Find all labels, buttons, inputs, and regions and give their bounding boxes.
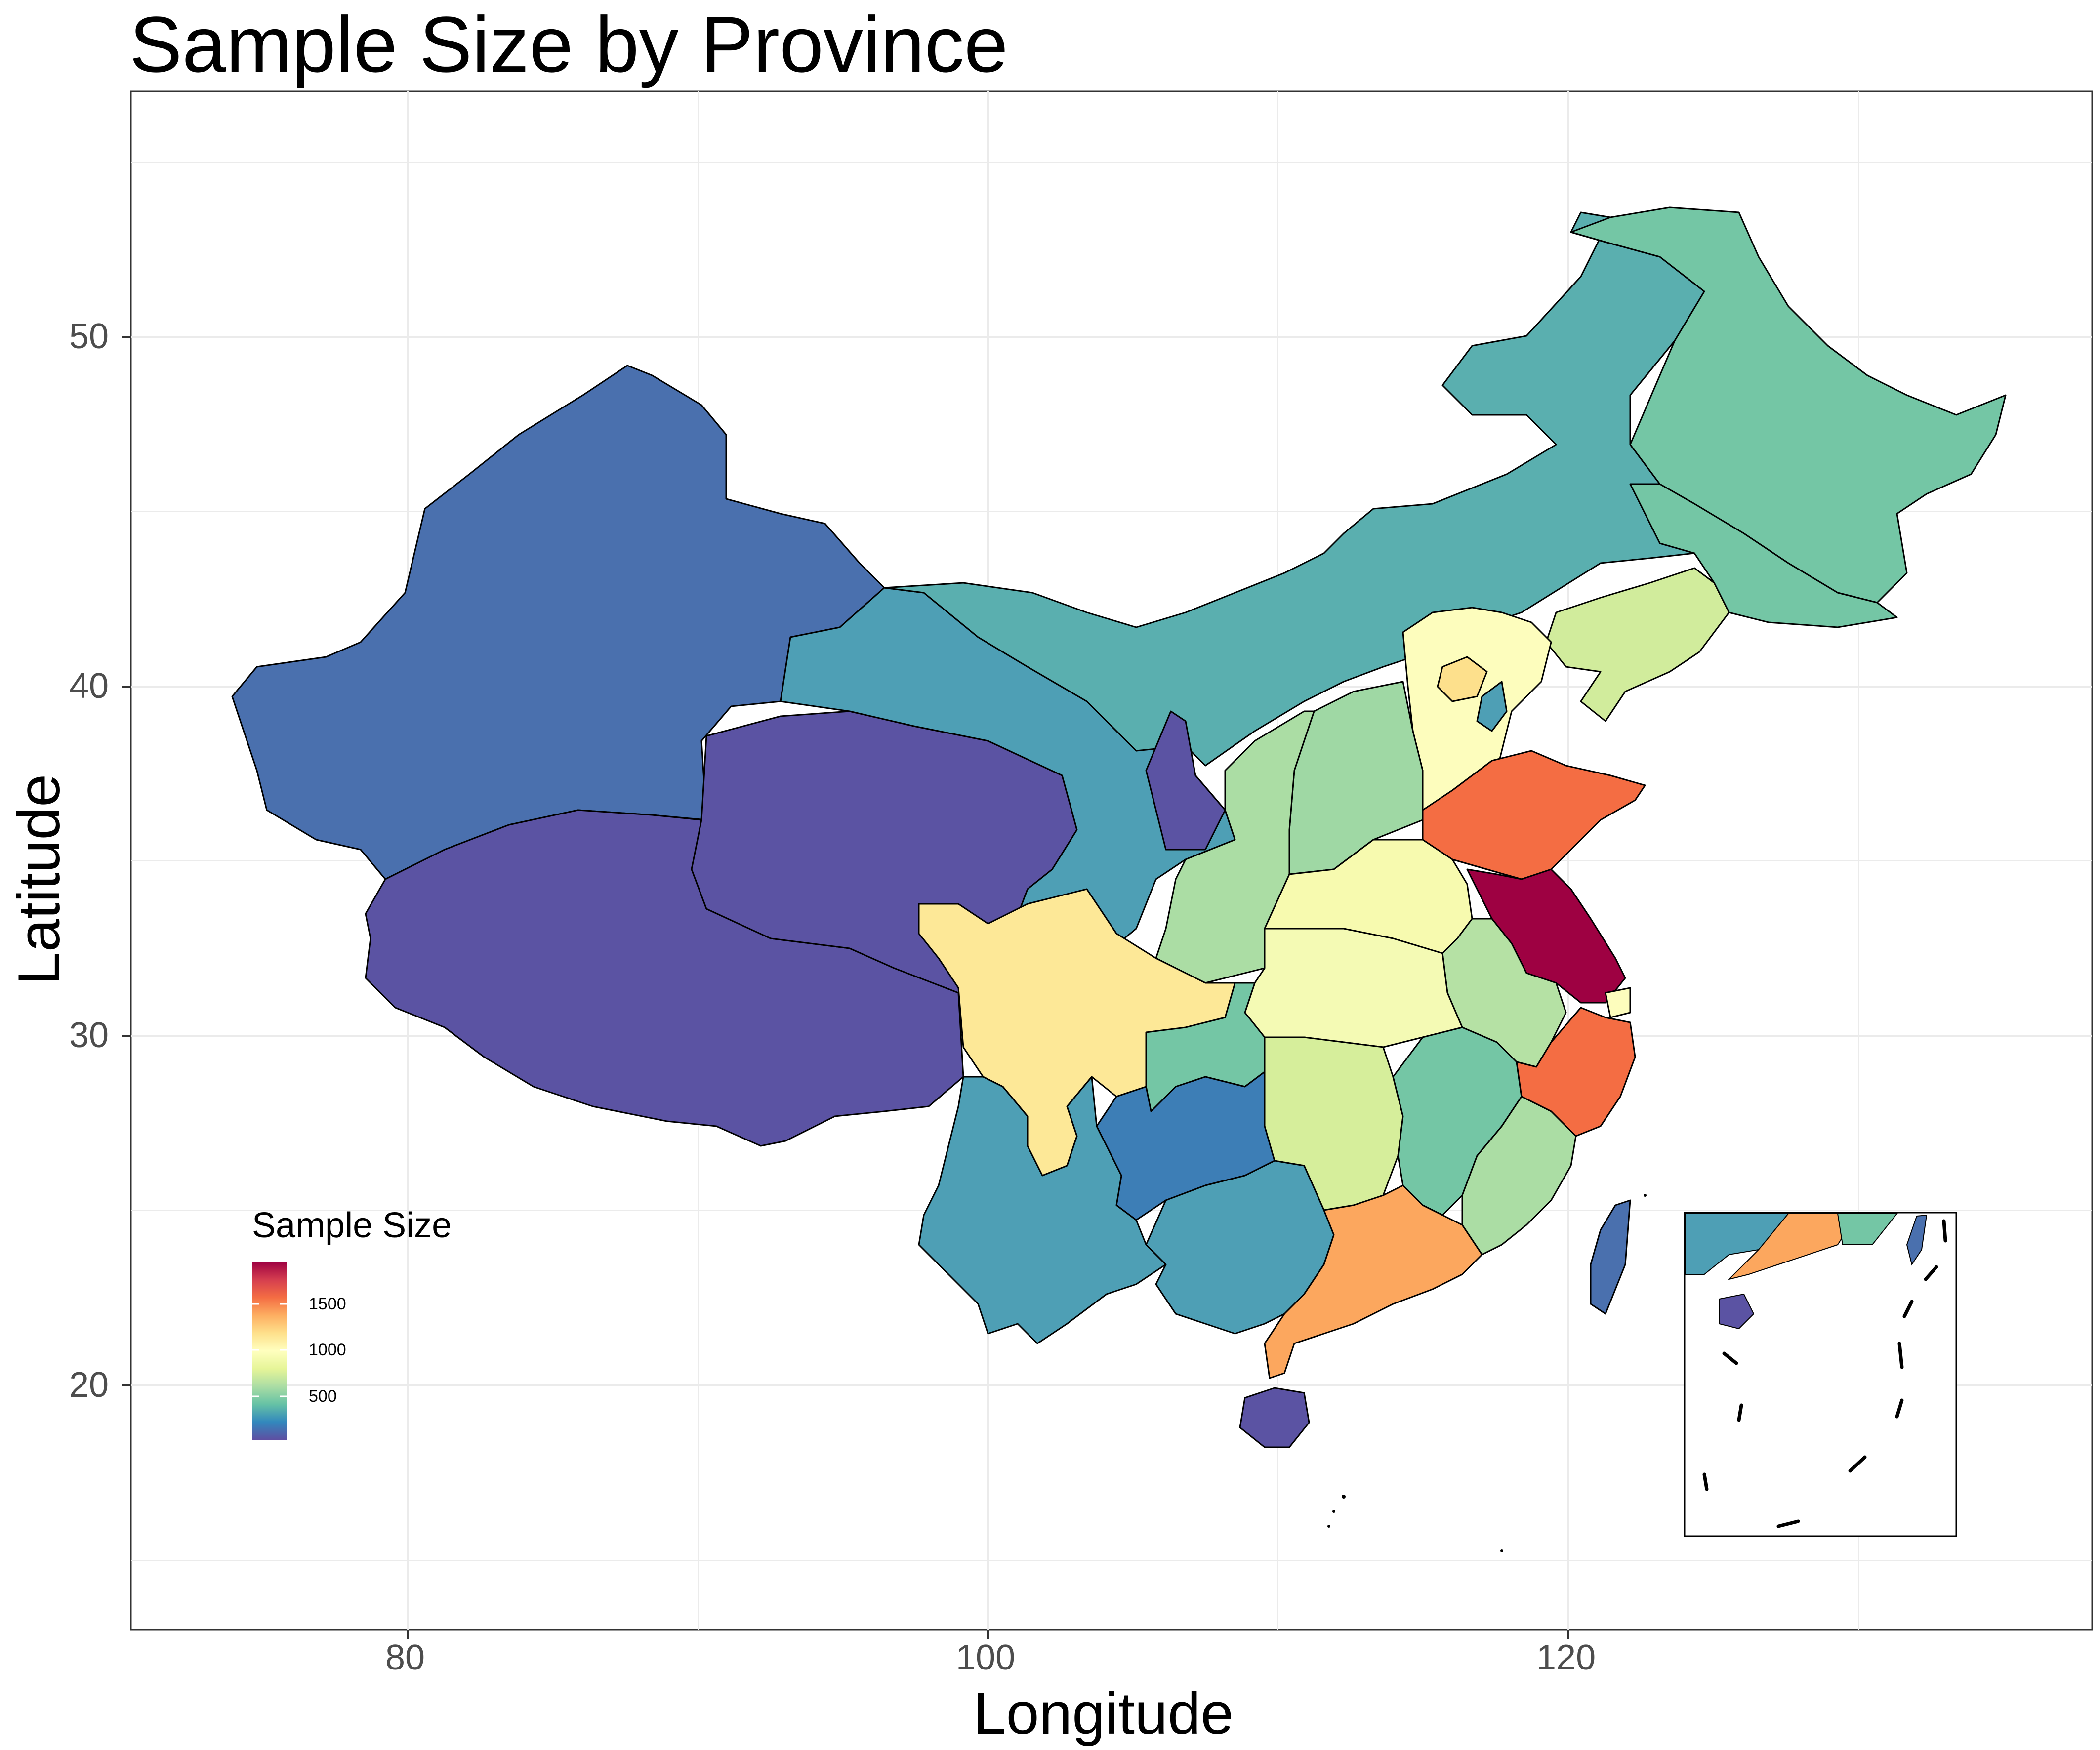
y-tick-label: 40 — [69, 666, 109, 706]
province-jilin — [1629, 483, 1898, 628]
legend-title: Sample Size — [252, 1206, 452, 1245]
y-tick-label: 20 — [69, 1365, 109, 1405]
scattered-islands — [1327, 1194, 1647, 1552]
province-ningxia — [1145, 710, 1226, 851]
legend-label: 1500 — [309, 1295, 346, 1313]
legend-label: 1000 — [309, 1341, 346, 1359]
axis-ticks — [122, 336, 1569, 1639]
legend-colorbar — [252, 1262, 287, 1440]
y-tick-label: 50 — [69, 317, 109, 356]
province-beijing — [1437, 656, 1488, 702]
province-sichuan — [918, 888, 1236, 1177]
y-tick-label: 30 — [69, 1016, 109, 1055]
province-shandong — [1422, 750, 1646, 880]
province-hainan — [1239, 1387, 1310, 1448]
province-taiwan — [1590, 1199, 1631, 1315]
legend-label: 500 — [309, 1387, 337, 1406]
province-tianjin — [1476, 681, 1508, 732]
x-axis-title: Longitude — [973, 1680, 1234, 1747]
x-tick-label: 100 — [956, 1638, 1016, 1677]
province-shanghai — [1605, 987, 1631, 1018]
province-liaoning — [1545, 567, 1730, 722]
x-tick-label: 80 — [385, 1638, 425, 1677]
chart-title: Sample Size by Province — [129, 0, 1008, 88]
provinces — [231, 206, 2007, 1448]
y-axis-title: Latitude — [6, 773, 72, 985]
x-tick-label: 120 — [1536, 1638, 1596, 1677]
legend-ticks — [252, 1303, 287, 1397]
province-xizang — [365, 809, 964, 1147]
province-heilongjiang — [1570, 206, 2007, 604]
inset-south-china-sea — [1684, 1212, 1957, 1537]
province-guangdong — [1264, 1184, 1483, 1379]
